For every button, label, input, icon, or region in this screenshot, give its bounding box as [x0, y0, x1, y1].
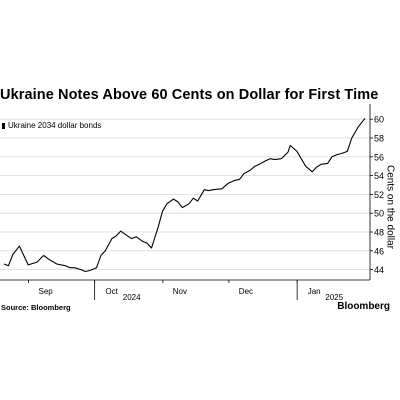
legend-swatch [2, 122, 5, 129]
legend: Ukraine 2034 dollar bonds [2, 121, 101, 130]
legend-label: Ukraine 2034 dollar bonds [8, 121, 102, 130]
x-year-label: 2024 [123, 293, 141, 302]
y-tick-label: 44 [374, 265, 384, 275]
series-line [3, 117, 366, 273]
y-axis: 44 46 48 50 52 54 56 58 60 [369, 104, 384, 280]
brand-logo: Bloomberg [337, 301, 390, 312]
x-tick-label: Oct [105, 287, 118, 296]
y-tick-label: 60 [374, 115, 384, 125]
y-tick-label: 50 [374, 209, 384, 219]
y-axis-title: Cents on the dollar [370, 152, 400, 262]
series-group [3, 117, 366, 273]
y-tick-label: 46 [374, 246, 384, 256]
y-tick-label: 52 [374, 190, 384, 200]
y-tick-label: 54 [374, 171, 384, 181]
x-tick-label: Jan [308, 287, 321, 296]
y-tick-label: 56 [374, 152, 384, 162]
x-axis: Sep Oct Nov Dec Jan 2024 2025 [0, 279, 370, 302]
x-year-label: 2025 [325, 293, 343, 302]
y-axis-title-text: Cents on the dollar [384, 165, 396, 249]
gridlines [0, 118, 370, 271]
y-tick-label: 58 [374, 134, 384, 144]
x-tick-label: Nov [173, 287, 187, 296]
x-tick-label: Sep [38, 287, 53, 296]
x-tick-label: Dec [239, 287, 253, 296]
source-note: Source: Bloomberg [1, 303, 71, 312]
chart-title: Ukraine Notes Above 60 Cents on Dollar f… [0, 87, 379, 103]
y-tick-label: 48 [374, 228, 384, 238]
